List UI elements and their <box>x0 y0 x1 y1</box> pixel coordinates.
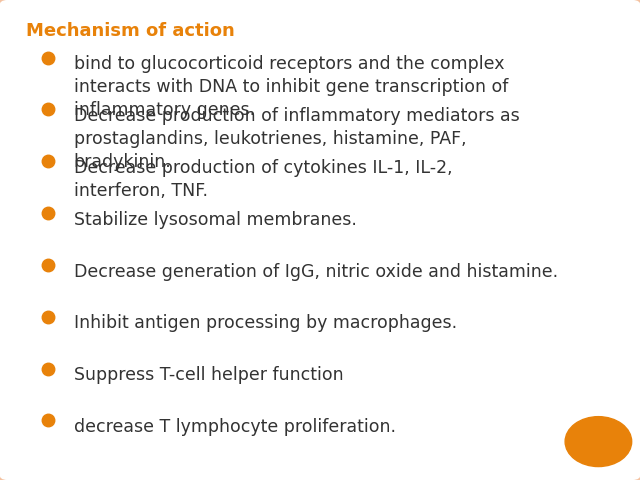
Text: Decrease generation of IgG, nitric oxide and histamine.: Decrease generation of IgG, nitric oxide… <box>74 263 557 280</box>
Text: bind to glucocorticoid receptors and the complex
interacts with DNA to inhibit g: bind to glucocorticoid receptors and the… <box>74 55 508 119</box>
Text: decrease T lymphocyte proliferation.: decrease T lymphocyte proliferation. <box>74 418 396 436</box>
Text: Suppress T-cell helper function: Suppress T-cell helper function <box>74 366 343 384</box>
Text: Decrease production of inflammatory mediators as
prostaglandins, leukotrienes, h: Decrease production of inflammatory medi… <box>74 107 519 171</box>
Text: Stabilize lysosomal membranes.: Stabilize lysosomal membranes. <box>74 211 356 229</box>
Text: Mechanism of action: Mechanism of action <box>26 22 234 40</box>
Circle shape <box>565 417 632 467</box>
Text: Inhibit antigen processing by macrophages.: Inhibit antigen processing by macrophage… <box>74 314 457 332</box>
Text: Decrease production of cytokines IL-1, IL-2,
interferon, TNF.: Decrease production of cytokines IL-1, I… <box>74 159 452 200</box>
